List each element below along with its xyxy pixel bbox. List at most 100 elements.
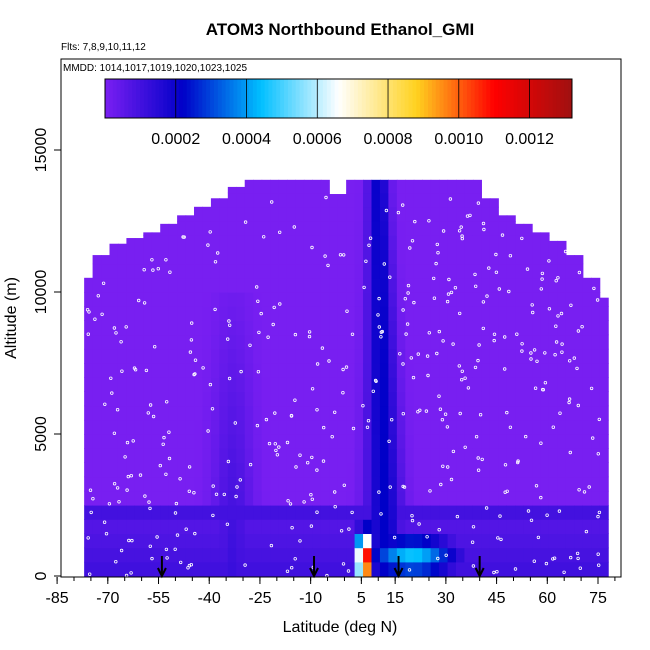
field-cell-828 <box>346 320 356 336</box>
sample-point-42 <box>125 440 130 445</box>
field-cell-987 <box>396 448 406 463</box>
field-cell-785 <box>337 547 347 563</box>
field-cell-917 <box>371 249 381 265</box>
field-cell-188 <box>151 561 161 577</box>
field-cell-166 <box>143 519 153 534</box>
field-cell-1160 <box>447 377 457 392</box>
field-cell-968 <box>388 320 398 336</box>
sample-point-126 <box>298 539 302 543</box>
field-cell-674 <box>303 547 313 563</box>
field-cell-1579 <box>582 277 592 293</box>
sample-point-209 <box>119 548 124 553</box>
field-cell-1040 <box>413 490 423 506</box>
colorbar-segment-77 <box>404 79 410 118</box>
field-cell-982 <box>396 519 406 534</box>
dates-subtitle: MMDD: 1014,1017,1019,1020,1023,1025 <box>63 63 247 74</box>
sample-point-384 <box>275 453 280 457</box>
field-cell-80 <box>109 377 119 392</box>
sample-point-195 <box>333 490 337 494</box>
field-cell-59 <box>101 348 111 364</box>
field-cell-24 <box>92 519 102 534</box>
field-cell-21 <box>92 561 102 577</box>
sample-point-98 <box>424 409 429 413</box>
field-cell-1463 <box>540 235 550 250</box>
field-cell-160 <box>134 263 144 279</box>
field-cell-259 <box>168 263 178 279</box>
field-cell-349 <box>202 448 212 463</box>
sample-point-86 <box>417 522 421 526</box>
sample-point-278 <box>484 506 489 510</box>
field-cell-70 <box>109 519 119 534</box>
field-cell-1315 <box>498 533 508 549</box>
field-cell-689 <box>303 334 313 350</box>
field-cell-712 <box>312 405 322 421</box>
colorbar-segment-19 <box>178 79 184 118</box>
field-cell-1171 <box>447 221 457 236</box>
field-cell-121 <box>126 476 136 492</box>
field-cell-1067 <box>422 505 432 520</box>
sample-point-380 <box>114 331 118 335</box>
colorbar-segment-87 <box>443 79 448 118</box>
field-cell-1069 <box>422 476 432 492</box>
field-cell-1241 <box>472 419 482 435</box>
field-cell-992 <box>396 377 406 392</box>
field-cell-1162 <box>447 348 457 364</box>
sample-point-155 <box>259 311 263 316</box>
field-cell-611 <box>278 249 288 265</box>
field-cell-331 <box>194 334 204 350</box>
colorbar-segment-119 <box>568 79 573 118</box>
field-cell-1438 <box>532 235 542 250</box>
sample-point-82 <box>187 465 192 469</box>
field-cell-472 <box>236 235 246 250</box>
field-cell-738 <box>320 434 330 449</box>
field-cell-1349 <box>506 419 516 435</box>
sample-point-73 <box>595 298 600 302</box>
field-cell-138 <box>126 238 136 250</box>
field-cell-779 <box>329 249 339 265</box>
sample-point-375 <box>103 402 107 406</box>
field-cell-60 <box>101 334 111 350</box>
field-cell-969 <box>388 306 398 321</box>
field-cell-1116 <box>430 206 440 222</box>
sample-point-134 <box>377 296 381 301</box>
sample-point-58 <box>146 411 150 415</box>
field-cell-440 <box>227 292 237 307</box>
field-cell-1044 <box>413 434 423 449</box>
field-cell-190 <box>151 533 161 549</box>
field-cell-1335 <box>498 249 508 265</box>
field-cell-1173 <box>447 192 457 208</box>
field-cell-174 <box>143 405 153 421</box>
field-cell-1429 <box>532 363 542 378</box>
field-cell-570 <box>270 434 280 449</box>
sample-point-373 <box>88 488 93 492</box>
colorbar-segment-4 <box>120 79 125 118</box>
field-cell-239 <box>168 547 178 563</box>
field-cell-294 <box>185 490 195 506</box>
field-cell-753 <box>320 221 330 236</box>
sample-point-301 <box>123 455 127 459</box>
field-cell-66 <box>101 255 111 265</box>
field-cell-1279 <box>481 277 491 293</box>
field-cell-922 <box>371 179 381 194</box>
field-cell-454 <box>236 490 246 506</box>
field-cell-857 <box>354 306 364 321</box>
field-cell-1259 <box>481 561 491 577</box>
field-cell-1617 <box>599 334 609 350</box>
colorbar-segment-116 <box>556 79 561 118</box>
field-cell-1305 <box>489 292 499 307</box>
field-cell-1392 <box>523 533 533 549</box>
field-cell-795 <box>337 405 347 421</box>
sample-point-404 <box>435 351 439 356</box>
sample-point-244 <box>351 426 356 431</box>
sample-point-207 <box>365 425 370 429</box>
field-cell-539 <box>261 476 271 492</box>
field-cell-27 <box>92 476 102 492</box>
field-cell-1093 <box>430 533 440 549</box>
field-cell-1221 <box>464 306 474 321</box>
colorbar-segment-41 <box>264 79 269 118</box>
field-cell-867 <box>363 561 373 577</box>
colorbar-segment-40 <box>260 79 266 118</box>
sample-point-376 <box>562 570 566 574</box>
colorbar-segment-109 <box>529 79 534 118</box>
field-cell-153 <box>134 363 144 378</box>
